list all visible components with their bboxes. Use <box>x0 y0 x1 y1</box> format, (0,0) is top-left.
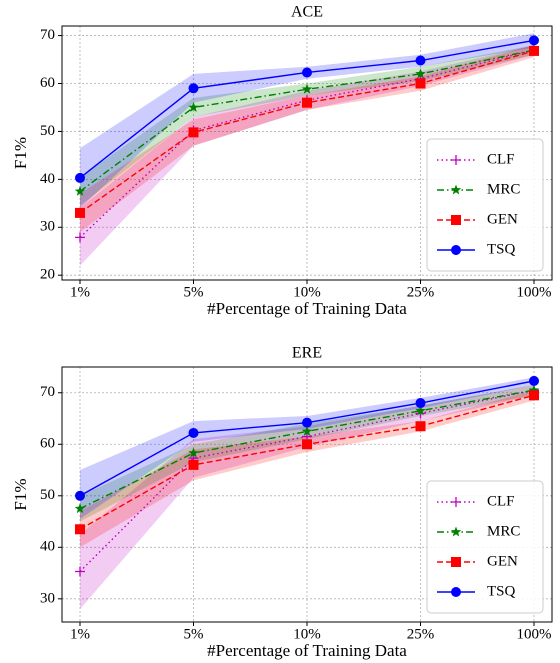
y-tick-label: 50 <box>40 487 55 503</box>
marker <box>188 447 199 458</box>
marker <box>451 587 461 597</box>
x-tick-label: 10% <box>293 284 321 300</box>
marker <box>529 390 539 401</box>
y-tick-label: 40 <box>40 171 55 187</box>
legend-label: TSQ <box>487 583 516 599</box>
marker <box>415 78 426 89</box>
marker <box>302 97 312 108</box>
error-band <box>80 377 534 519</box>
legend-label: GEN <box>487 553 518 569</box>
plot-frame <box>61 366 553 623</box>
y-tick-label: 70 <box>40 384 55 400</box>
marker <box>188 83 199 94</box>
x-tick-label: 25% <box>407 626 435 642</box>
y-tick-label: 40 <box>40 539 55 555</box>
marker <box>75 566 85 577</box>
marker <box>302 67 312 78</box>
x-tick-label: 5% <box>184 284 204 300</box>
marker <box>75 172 85 183</box>
legend: CLF MRC GEN TSQ <box>426 138 544 272</box>
y-axis-title: F1% <box>11 478 30 510</box>
marker <box>75 490 85 501</box>
marker <box>528 384 540 395</box>
legend-label: TSQ <box>487 241 516 257</box>
x-axis-title: #Percentage of Training Data <box>207 299 407 318</box>
marker <box>415 68 426 79</box>
x-tick-label: 1% <box>70 626 90 642</box>
marker <box>529 45 539 56</box>
marker <box>415 398 426 409</box>
x-tick-label: 100% <box>517 626 552 642</box>
x-tick-label: 10% <box>293 626 321 642</box>
marker <box>188 101 199 112</box>
marker <box>450 526 462 537</box>
marker <box>301 425 313 436</box>
y-tick-label: 70 <box>40 27 55 43</box>
marker <box>188 127 199 138</box>
error-band <box>80 45 534 266</box>
legend-box <box>426 138 544 272</box>
legend-label: MRC <box>487 181 520 197</box>
chart-title: ACE <box>291 4 323 21</box>
y-axis-title: F1% <box>11 137 30 169</box>
legend-label: GEN <box>487 211 518 227</box>
series-line <box>79 389 535 510</box>
legend-label: CLF <box>487 151 515 167</box>
marker <box>450 184 462 195</box>
x-tick-label: 5% <box>184 626 204 642</box>
chart-title: ERE <box>292 345 322 362</box>
legend-label: MRC <box>487 523 520 539</box>
legend: CLF MRC GEN TSQ <box>426 480 544 614</box>
marker <box>74 185 86 196</box>
y-tick-label: 60 <box>40 436 55 452</box>
marker <box>302 439 312 450</box>
marker <box>302 417 312 428</box>
plot-frame <box>61 25 553 281</box>
error-band <box>80 385 534 610</box>
marker <box>188 427 199 438</box>
marker <box>451 245 461 255</box>
series-line <box>79 49 535 238</box>
marker <box>75 524 85 535</box>
series-line <box>79 49 535 192</box>
marker <box>451 155 461 165</box>
marker <box>529 35 539 46</box>
legend-box <box>426 480 544 614</box>
x-tick-label: 100% <box>517 284 552 300</box>
marker <box>415 421 426 432</box>
marker <box>451 497 461 507</box>
y-tick-label: 20 <box>40 267 55 283</box>
error-band <box>80 33 534 209</box>
y-tick-label: 50 <box>40 123 55 139</box>
marker <box>188 459 199 470</box>
marker <box>415 55 426 66</box>
marker <box>301 83 313 94</box>
marker <box>74 503 86 514</box>
x-tick-label: 25% <box>407 284 435 300</box>
y-tick-label: 30 <box>40 590 55 606</box>
x-axis-title: #Percentage of Training Data <box>207 641 407 660</box>
y-tick-label: 30 <box>40 219 55 235</box>
marker <box>529 375 539 386</box>
marker <box>75 232 85 243</box>
marker <box>451 215 461 225</box>
marker <box>451 557 461 567</box>
marker <box>75 207 85 218</box>
x-tick-label: 1% <box>70 284 90 300</box>
legend-label: CLF <box>487 493 515 509</box>
marker <box>415 405 426 416</box>
y-tick-label: 60 <box>40 75 55 91</box>
